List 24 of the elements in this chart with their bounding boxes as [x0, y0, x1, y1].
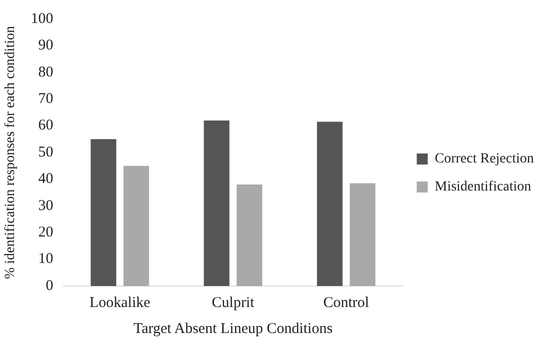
- y-tick-label: 10: [38, 251, 54, 268]
- y-tick-label: 30: [38, 198, 54, 214]
- y-tick-label: 60: [38, 118, 54, 134]
- x-tick-label: Lookalike: [89, 294, 151, 311]
- x-tick-label: Culprit: [212, 294, 256, 311]
- y-tick-label: 70: [38, 91, 54, 108]
- y-axis-title: % identification responses for each condition: [3, 26, 18, 280]
- y-tick-label: 100: [30, 10, 54, 27]
- bar: [350, 183, 376, 286]
- x-tick-label: Control: [323, 294, 370, 311]
- y-tick-label: 0: [46, 278, 54, 294]
- bar: [316, 122, 343, 286]
- x-axis-title: Target Absent Lineup Conditions: [133, 320, 333, 337]
- legend-label: Correct Rejection: [434, 152, 534, 167]
- legend-label: Misidentification: [434, 180, 532, 195]
- bar: [123, 166, 150, 286]
- bar: [236, 184, 262, 286]
- y-tick-label: 40: [38, 171, 54, 188]
- y-tick-label: 80: [38, 64, 54, 80]
- y-tick-label: 90: [38, 38, 54, 54]
- y-tick-label: 20: [38, 224, 54, 241]
- bar: [204, 120, 230, 286]
- bar: [90, 139, 116, 286]
- y-tick-label: 50: [38, 144, 54, 160]
